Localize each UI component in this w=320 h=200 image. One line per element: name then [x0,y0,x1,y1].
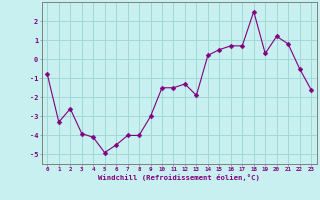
X-axis label: Windchill (Refroidissement éolien,°C): Windchill (Refroidissement éolien,°C) [98,174,260,181]
